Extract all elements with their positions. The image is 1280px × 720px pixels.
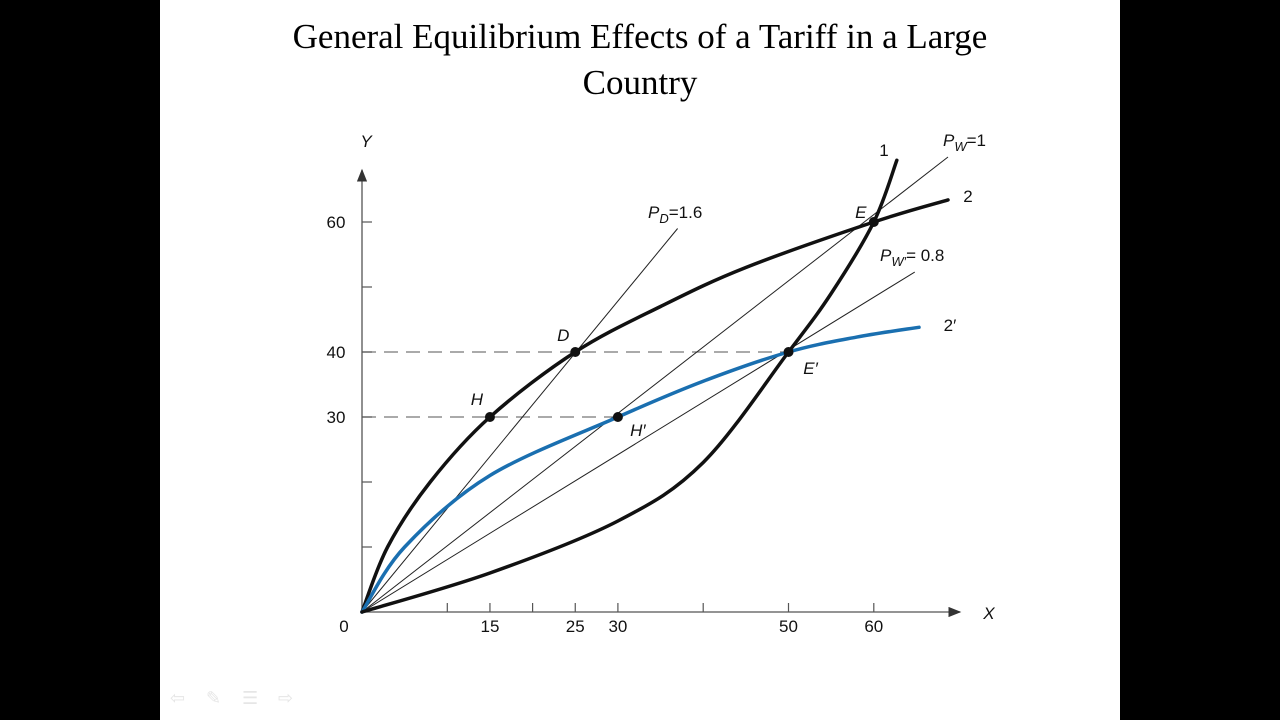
ray-pw-prime-label: PW′= 0.8 [880,246,944,269]
curve-2-prime-label: 2′ [944,316,957,335]
x-tick-label: 30 [608,617,627,636]
ray-pw [361,156,949,613]
point-label-E-prime: E′ [803,359,818,378]
point-H-prime [612,412,623,422]
y-tick-label: 60 [327,213,346,232]
ray-pd [361,228,678,613]
point-label-E: E [855,203,867,222]
ray-pd-label: PD=1.6 [648,203,702,226]
pen-icon[interactable]: ✎ [206,688,222,709]
curve-2 [360,198,950,614]
x-axis-label: X [982,604,995,623]
point-H [484,412,495,422]
y-axis-label: Y [360,132,373,151]
point-label-D: D [557,326,569,345]
title-line-1: General Equilibrium Effects of a Tariff … [292,17,988,56]
forward-arrow-icon[interactable]: ⇨ [278,688,294,709]
point-E [868,217,879,227]
point-label-H-prime: H′ [630,421,646,440]
back-arrow-icon[interactable]: ⇦ [170,688,186,709]
y-tick-label: 40 [327,343,346,362]
y-tick-label: 30 [327,408,346,427]
ray-pw-prime [361,271,916,613]
curve-2-label: 2 [963,187,972,206]
slide-title: General Equilibrium Effects of a Tariff … [160,14,1120,106]
point-D [570,347,581,357]
x-tick-label: 15 [480,617,499,636]
point-label-H: H [471,390,484,409]
curve-1 [360,158,899,614]
x-tick-label: 25 [566,617,585,636]
slideshow-nav: ⇦ ✎ ☰ ⇨ [170,690,300,708]
curve-1-label: 1 [879,141,888,160]
slide: General Equilibrium Effects of a Tariff … [160,0,1120,720]
title-line-2: Country [582,63,698,102]
x-tick-label: 60 [864,617,883,636]
point-E-prime [783,347,794,357]
equilibrium-diagram: 0 15 25 30 50 60 30 40 60 X Y 1 2 2′ PD=1.6 PW=1 PW′= 0.… [327,131,996,636]
x-tick-label: 50 [779,617,798,636]
menu-icon[interactable]: ☰ [242,688,259,709]
x-tick-label: 0 [339,617,348,636]
ray-pw-label: PW=1 [943,131,986,154]
curve-2-prime [360,325,921,614]
